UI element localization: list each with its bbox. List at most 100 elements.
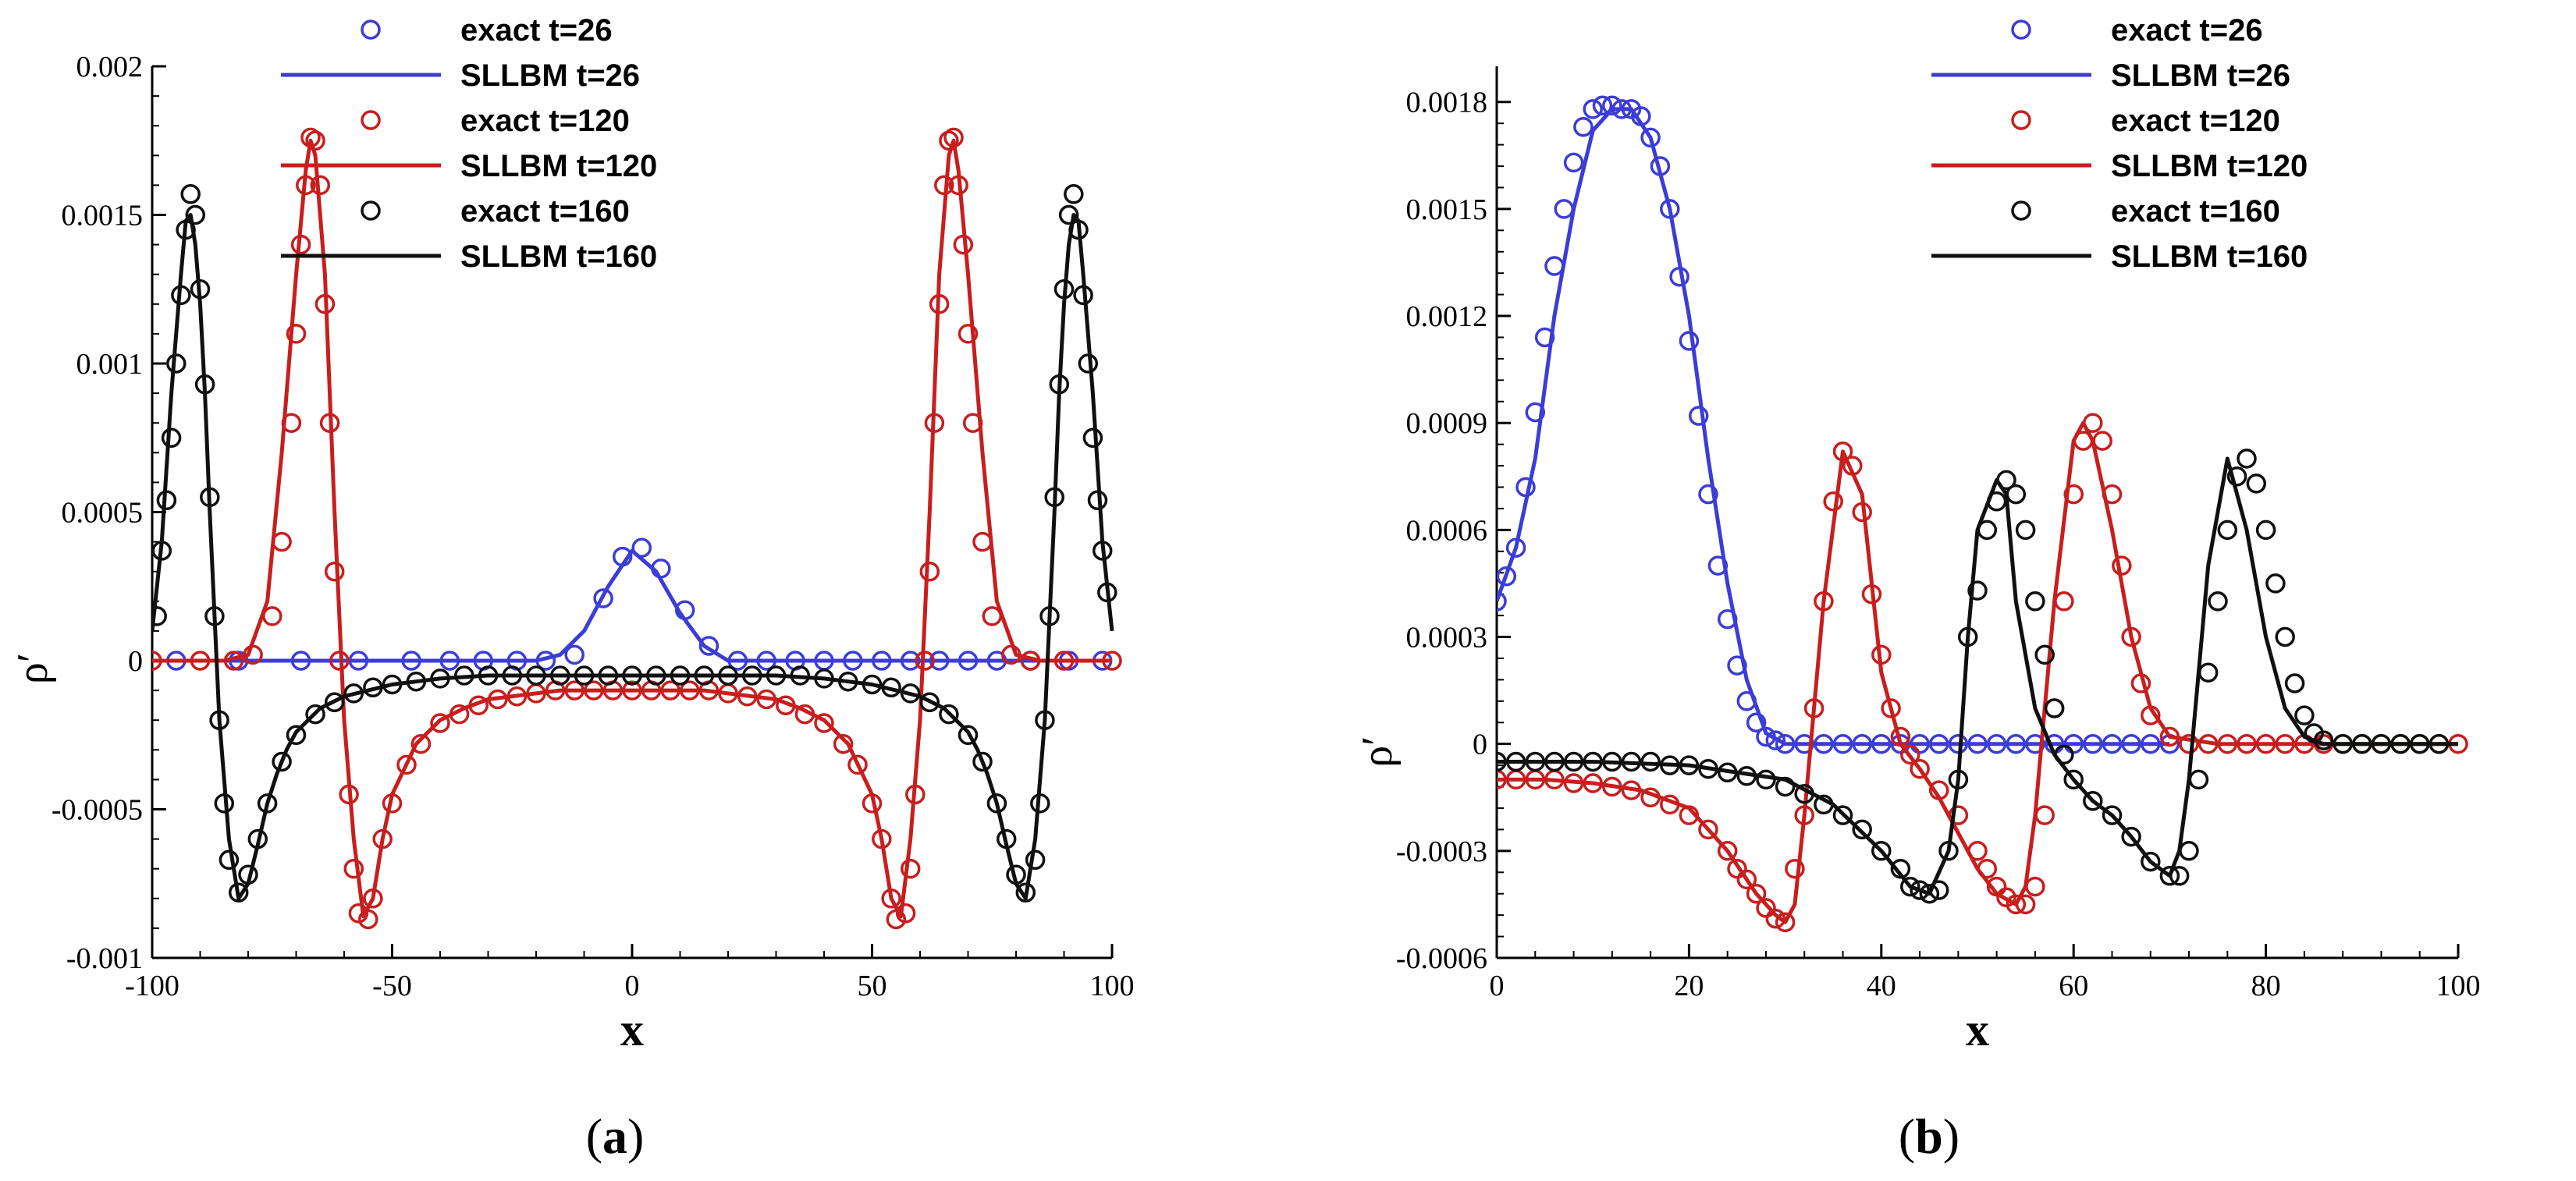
- panel-label-b: (b): [1899, 1108, 1960, 1164]
- data-point-t26: [2141, 733, 2161, 754]
- data-point-t160: [2208, 591, 2228, 612]
- data-point-t160: [1957, 626, 1978, 647]
- data-point-t160: [1044, 487, 1064, 508]
- legend-label: exact t=26: [460, 13, 613, 48]
- data-point-t160: [1015, 882, 1036, 903]
- data-point-t160: [1938, 841, 1959, 861]
- data-point-t120: [1053, 651, 1075, 671]
- data-point-t160: [272, 751, 292, 772]
- x-tick-label: 0: [625, 970, 640, 1002]
- data-point-t160: [2198, 662, 2219, 683]
- data-point-t160: [1006, 864, 1026, 885]
- data-point-t160: [1563, 751, 1584, 772]
- data-point-t120: [372, 828, 393, 849]
- data-point-t120: [410, 733, 432, 754]
- data-point-t120: [948, 175, 968, 196]
- data-point-t120: [449, 704, 470, 725]
- data-point-t120: [281, 413, 302, 433]
- x-tick-label: 60: [2059, 970, 2088, 1002]
- data-point-t160: [1073, 285, 1093, 306]
- data-point-t160: [2246, 473, 2267, 494]
- data-point-t160: [526, 665, 546, 686]
- data-point-t160: [185, 204, 206, 225]
- data-point-t160: [1794, 783, 1814, 804]
- data-point-t160: [1660, 755, 1680, 775]
- data-point-t160: [2226, 466, 2247, 487]
- data-point-t120: [756, 689, 776, 710]
- series-markers-t120: [1497, 413, 2468, 933]
- data-point-t120: [2073, 431, 2094, 451]
- data-point-t160: [1068, 219, 1089, 240]
- data-point-t160: [2063, 769, 2084, 790]
- data-point-t120: [1967, 841, 1988, 861]
- data-point-t26: [1554, 199, 1574, 219]
- data-point-t160: [180, 184, 201, 204]
- data-point-t160: [2015, 520, 2036, 541]
- data-point-t120: [776, 695, 796, 715]
- data-point-t120: [468, 695, 489, 715]
- data-point-t160: [1640, 751, 1661, 772]
- data-point-t160: [2313, 730, 2334, 750]
- series-line-t26: [1497, 107, 2170, 747]
- data-point-t120: [348, 903, 369, 924]
- data-point-t160: [363, 677, 383, 698]
- data-point-t160: [900, 683, 921, 704]
- data-point-t120: [343, 858, 364, 879]
- data-point-t160: [1948, 769, 1969, 790]
- data-point-t160: [996, 828, 1017, 849]
- data-point-t26: [2006, 733, 2027, 754]
- data-point-t160: [1996, 470, 2016, 491]
- data-point-t120: [290, 234, 311, 255]
- data-point-t120: [1497, 769, 1507, 790]
- data-point-t120: [737, 686, 758, 707]
- data-point-t160: [1035, 710, 1055, 730]
- data-point-t120: [905, 784, 926, 805]
- data-point-t120: [1679, 805, 1700, 825]
- series-line-t160: [152, 213, 1114, 901]
- data-point-t26: [1679, 331, 1700, 351]
- x-tick-label: 20: [1674, 970, 1704, 1002]
- y-tick-label: -0.0006: [1396, 942, 1487, 975]
- data-point-t160: [1087, 490, 1108, 511]
- y-tick-label: 0.0018: [1406, 87, 1488, 119]
- data-point-t160: [1621, 751, 1642, 772]
- y-tick-label: 0.001: [76, 348, 144, 381]
- data-point-t120: [382, 793, 403, 814]
- data-point-t120: [1861, 583, 1882, 605]
- data-point-t120: [2141, 705, 2161, 725]
- data-point-t120: [339, 784, 359, 805]
- data-point-t26: [535, 651, 556, 671]
- data-point-t160: [502, 665, 523, 686]
- data-point-t160: [1814, 794, 1834, 815]
- legend-label: exact t=26: [2111, 13, 2263, 48]
- data-point-t26: [958, 651, 979, 671]
- data-point-t26: [1505, 537, 1526, 558]
- data-point-t26: [631, 537, 652, 558]
- data-point-t120: [982, 606, 1003, 626]
- data-point-t26: [1688, 406, 1709, 426]
- data-point-t160: [1919, 883, 1940, 904]
- data-point-t120: [1583, 773, 1603, 793]
- legend-marker: [361, 110, 381, 130]
- data-point-t120: [2237, 733, 2257, 754]
- data-point-t160: [2121, 826, 2141, 847]
- data-point-t120: [296, 175, 316, 196]
- data-point-t160: [1717, 762, 1738, 783]
- data-point-t160: [1832, 805, 1853, 825]
- data-point-t160: [2179, 841, 2199, 861]
- data-point-t26: [1660, 199, 1680, 219]
- data-point-t160: [2188, 769, 2209, 790]
- data-point-t120: [1823, 491, 1843, 512]
- data-point-t160: [1756, 769, 1776, 790]
- data-point-t120: [622, 680, 642, 700]
- data-point-t26: [674, 600, 695, 620]
- data-point-t160: [343, 683, 364, 704]
- data-point-t120: [929, 294, 950, 314]
- x-tick-label: 100: [2436, 970, 2481, 1002]
- data-point-t160: [622, 665, 642, 686]
- data-point-t160: [209, 710, 229, 730]
- data-point-t26: [1698, 484, 1718, 505]
- data-point-t160: [1092, 541, 1113, 561]
- data-point-t120: [430, 713, 450, 733]
- data-point-t26: [929, 651, 950, 671]
